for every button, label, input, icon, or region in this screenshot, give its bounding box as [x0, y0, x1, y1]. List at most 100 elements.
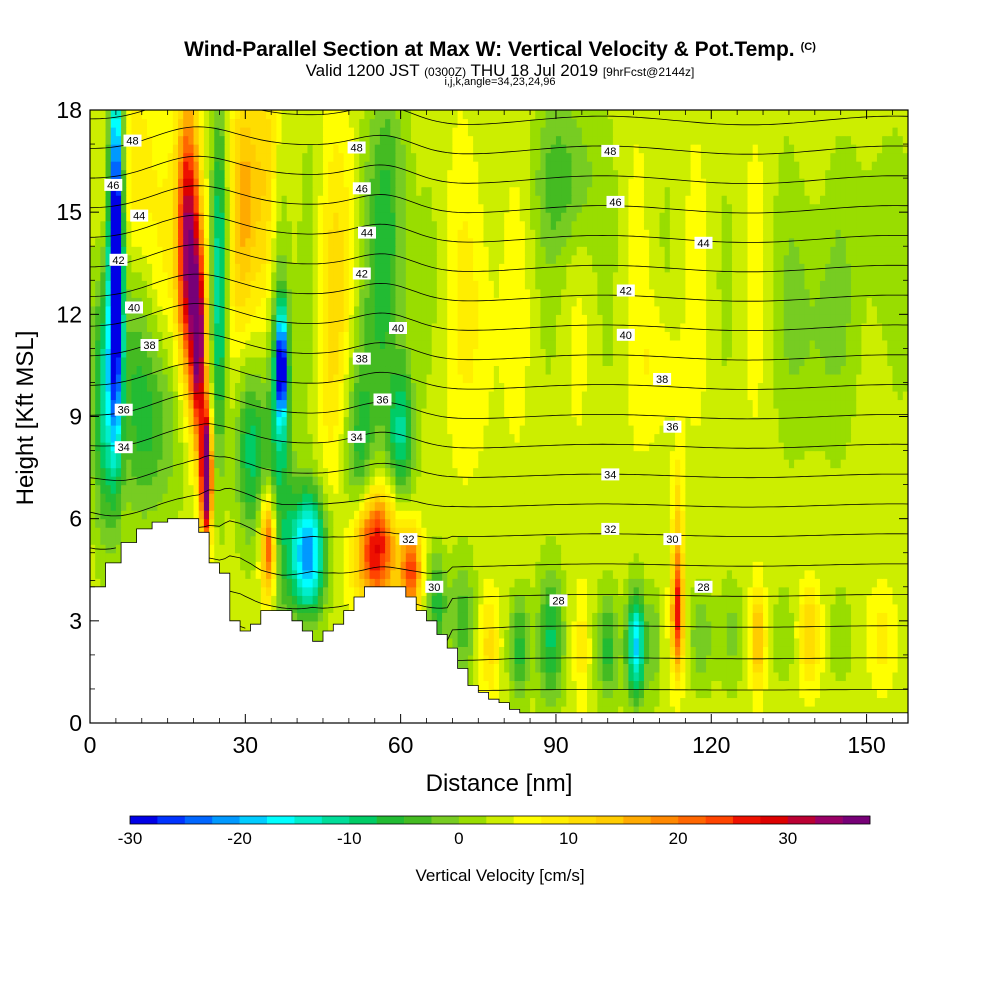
y-tick-label: 0: [69, 710, 82, 736]
colorbar-swatch: [842, 816, 871, 824]
theta-contour-line: [90, 362, 908, 390]
contour-label: 42: [356, 269, 368, 281]
contour-label-bg: [663, 420, 682, 433]
contour-label-bg: [104, 178, 123, 191]
colorbar-tick-label: -20: [227, 829, 252, 848]
y-axis-label: Height [Kft MSL]: [12, 331, 39, 506]
contour-label: 30: [666, 534, 678, 546]
contour-label: 36: [376, 395, 388, 407]
colorbar-swatch: [267, 816, 295, 824]
theta-contour-line: [90, 455, 908, 482]
contour-label-bg: [549, 594, 568, 607]
contour-label: 38: [656, 374, 668, 386]
contour-label: 38: [143, 340, 155, 352]
y-tick-label: 6: [69, 506, 82, 532]
y-tick-label: 15: [56, 199, 82, 225]
contour-label: 42: [620, 286, 632, 298]
contour-label: 34: [604, 469, 616, 481]
contour-label: 46: [356, 183, 368, 195]
contour-label: 38: [356, 354, 368, 366]
contour-label: 44: [133, 211, 145, 223]
contour-label: 42: [112, 255, 124, 267]
contour-label-bg: [352, 352, 371, 365]
contour-label-bg: [616, 328, 635, 341]
contour-label-bg: [399, 533, 418, 546]
theta-contour-line: [90, 392, 908, 420]
contour-label-bg: [601, 144, 620, 157]
theta-contour-line: [90, 244, 908, 273]
contour-label: 46: [609, 197, 621, 209]
colorbar-tick-label: -30: [118, 829, 143, 848]
contour-label-bg: [601, 522, 620, 535]
colorbar-swatch: [705, 816, 734, 824]
contour-label: 46: [107, 180, 119, 192]
contour-label-bg: [616, 284, 635, 297]
contour-label-bg: [663, 533, 682, 546]
colorbar-swatch: [431, 816, 460, 824]
colorbar-swatch: [157, 816, 186, 824]
colorbar-label: Vertical Velocity [cm/s]: [415, 866, 584, 885]
x-tick-label: 30: [233, 732, 259, 758]
theta-contours: [90, 110, 908, 691]
valid-date: THU 18 Jul 2019: [470, 61, 599, 80]
colorbar-swatch: [458, 816, 487, 824]
colorbar-swatch: [184, 816, 213, 824]
contour-label: 32: [402, 534, 414, 546]
x-tick-label: 90: [543, 732, 569, 758]
contour-label-bg: [358, 226, 376, 239]
contour-labels: 48 48 48 46 46 46 44 44 44 42 42 42 40 40 40 38 38 38 36 36…: [104, 134, 713, 607]
contour-label: 34: [350, 432, 362, 444]
x-tick-label: 120: [692, 732, 730, 758]
contour-label-bg: [694, 580, 713, 593]
colorbar-tick-label: 10: [559, 829, 578, 848]
theta-contour-line: [90, 487, 908, 517]
theta-contour-line: [90, 214, 908, 243]
x-tick-label: 150: [847, 732, 885, 758]
colorbar-swatch: [486, 816, 515, 824]
contour-label: 40: [128, 303, 140, 315]
colorbar-tick-label: 20: [669, 829, 688, 848]
contour-label-bg: [425, 580, 444, 593]
contour-label-bg: [130, 209, 149, 222]
contour-label-bg: [606, 195, 625, 208]
valid-utc: (0300Z): [424, 65, 467, 79]
contour-label-bg: [347, 141, 366, 154]
copyright-mark: (C): [800, 41, 816, 53]
contour-label: 44: [697, 238, 709, 250]
contour-label: 36: [666, 422, 678, 434]
index-line: i,j,k,angle=34,23,24,96: [444, 76, 556, 88]
theta-contour-line: [90, 332, 908, 361]
colorbar-swatch: [130, 816, 158, 824]
contour-label-bg: [694, 236, 713, 249]
x-axis-label: Distance [nm]: [426, 770, 573, 797]
y-tick-label: 12: [56, 301, 82, 327]
forecast-info: [9hrFcst@2144z]: [602, 65, 695, 79]
contour-label-bg: [114, 441, 133, 454]
x-tick-label: 0: [84, 732, 97, 758]
x-tick-label: 60: [388, 732, 414, 758]
contour-label-bg: [601, 468, 620, 481]
theta-contour-line: [90, 110, 908, 126]
theta-contour-line: [473, 689, 908, 691]
theta-contour-line: [90, 155, 908, 184]
colorbar-swatch: [732, 816, 761, 824]
theta-contour-line: [90, 303, 908, 331]
theta-contour-line: [90, 423, 908, 449]
contour-label-bg: [123, 134, 142, 147]
theta-contour-line: [90, 185, 908, 214]
y-tick-label: 9: [69, 404, 82, 430]
contour-label: 28: [552, 595, 564, 607]
colorbar: -30 -20 -10 0 10 20 30: [118, 815, 871, 848]
contour-label: 44: [361, 228, 373, 240]
terrain-profile: [90, 518, 908, 723]
contour-label-bg: [352, 182, 371, 195]
colorbar-swatch: [815, 816, 843, 824]
colorbar-swatch: [595, 816, 624, 824]
colorbar-tick-label: 30: [778, 829, 797, 848]
terrain-mask: [90, 518, 908, 723]
theta-contour-line: [90, 555, 908, 582]
contour-label: 32: [604, 524, 616, 536]
colorbar-frame: [129, 815, 871, 825]
colorbar-swatch: [678, 816, 706, 824]
